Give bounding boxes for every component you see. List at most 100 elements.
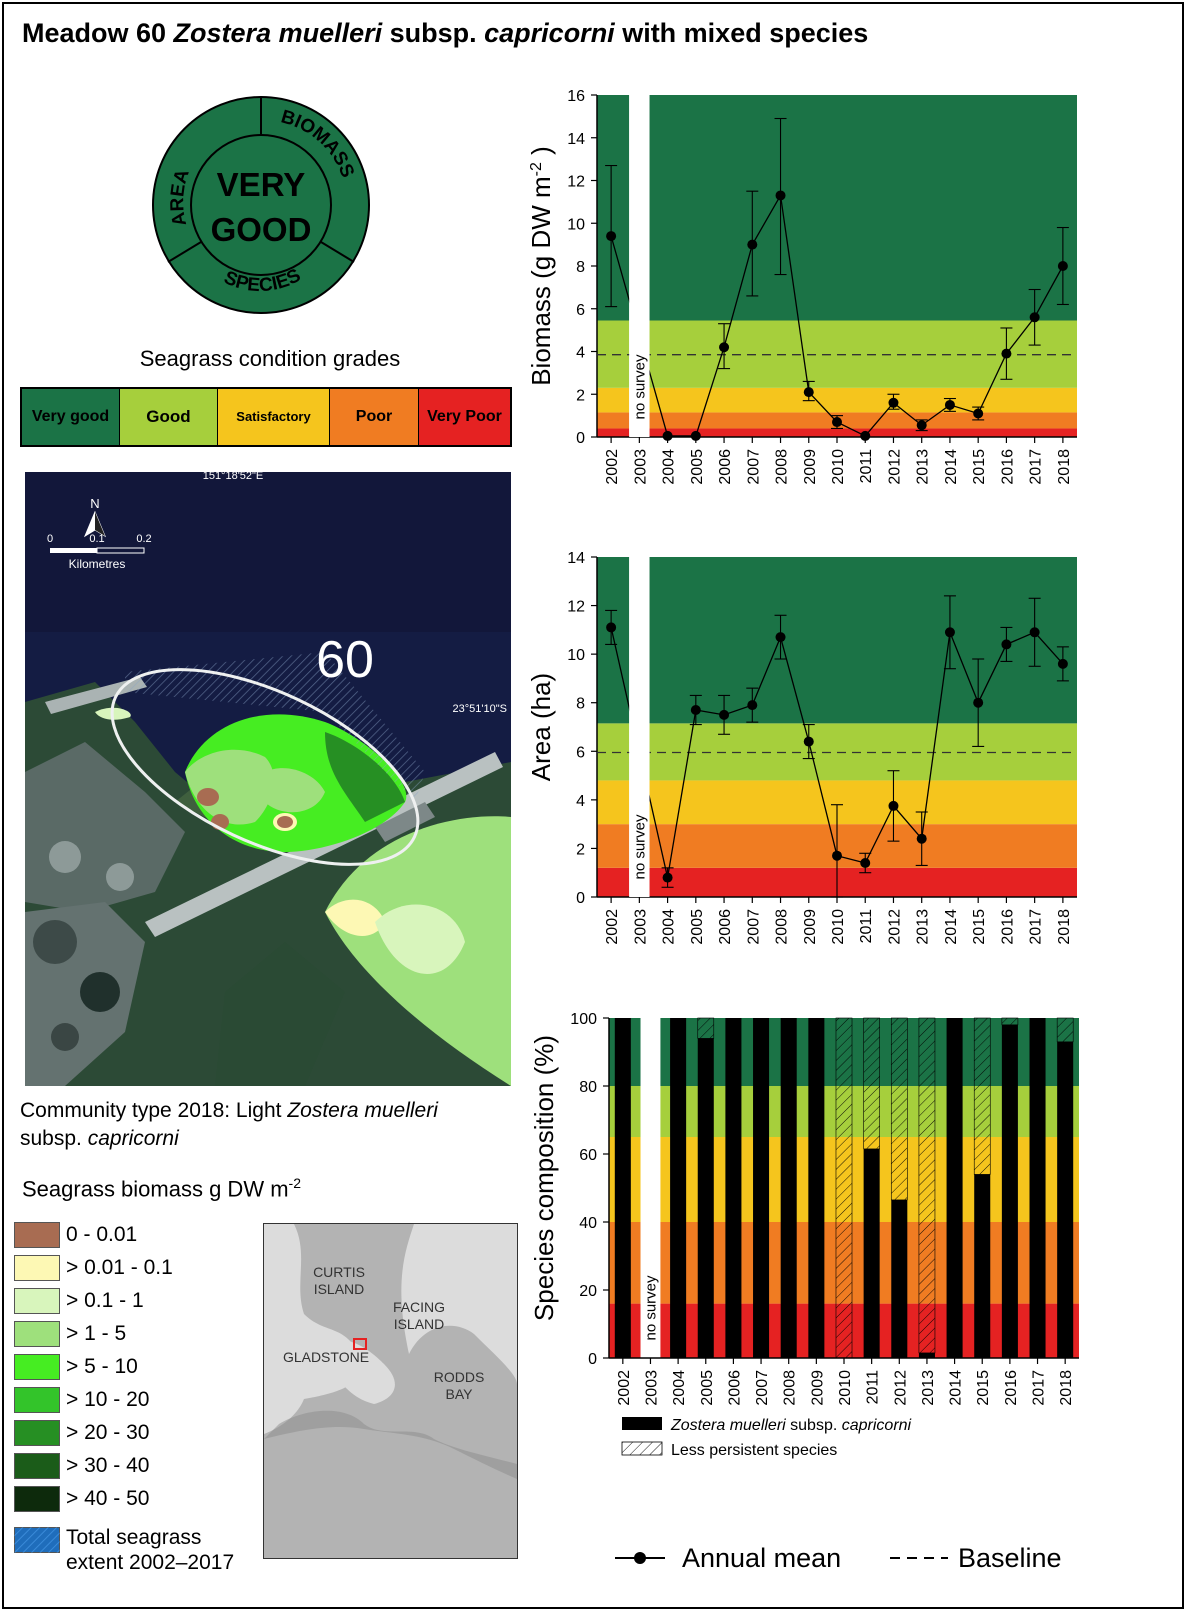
data-point (690, 430, 701, 441)
bar-less-persistent (835, 1017, 853, 1359)
data-point (606, 231, 617, 242)
y-tick-label: 10 (567, 647, 585, 664)
y-tick-label: 12 (567, 599, 585, 616)
data-point (803, 387, 814, 398)
grade-very-good: Very good (22, 389, 120, 445)
map-scale-bar: 0 0.1 0.2 Kilometres (47, 533, 152, 571)
badge-grade-line2: GOOD (211, 211, 312, 248)
data-point (888, 800, 899, 811)
x-tick-label: 2006 (717, 449, 734, 485)
inset-label-facing: FACING ISLAND (393, 1299, 445, 1332)
legend-swatch (14, 1387, 60, 1413)
bar-less-persistent (1001, 1017, 1019, 1026)
line-legend: Annual mean Baseline (615, 1543, 1062, 1573)
y-tick-label: 10 (567, 216, 585, 233)
bar-zostera (1057, 1041, 1074, 1358)
x-tick-label: 2010 (837, 1370, 854, 1406)
x-tick-label: 2010 (830, 909, 847, 945)
data-point (916, 420, 927, 431)
data-point (662, 430, 673, 441)
x-tick-label: 2014 (948, 1370, 965, 1406)
x-tick-label: 2008 (774, 909, 791, 945)
legend-swatch (14, 1420, 60, 1446)
y-tick-label: 60 (579, 1147, 597, 1164)
data-point (916, 833, 927, 844)
y-tick-label: 2 (576, 387, 585, 404)
data-point (888, 397, 899, 408)
x-tick-label: 2010 (830, 449, 847, 485)
bar-less-persistent (697, 1017, 715, 1039)
data-point (1029, 627, 1040, 638)
x-tick-label: 2002 (604, 909, 621, 945)
legend-label: > 30 - 40 (66, 1454, 150, 1477)
condition-grades-bar: Very good Good Satisfactory Poor Very Po… (20, 387, 512, 447)
legend-swatch (14, 1354, 60, 1380)
svg-text:0.1: 0.1 (89, 533, 104, 545)
legend-item-biomass: > 0.1 - 1 (14, 1287, 144, 1315)
legend-item-biomass: > 10 - 20 (14, 1386, 149, 1414)
biomass-legend-title: Seagrass biomass g DW m-2 (22, 1175, 301, 1202)
y-tick-label: 4 (576, 345, 585, 362)
y-tick-label: 14 (567, 550, 585, 567)
y-tick-label: 4 (576, 793, 585, 810)
x-tick-label: 2015 (975, 1370, 992, 1406)
x-tick-label: 2016 (999, 909, 1016, 945)
x-tick-label: 2012 (892, 1370, 909, 1406)
x-tick-label: 2012 (886, 449, 903, 485)
data-point (747, 700, 758, 711)
legend-item-biomass: > 0.01 - 0.1 (14, 1254, 173, 1282)
condition-grades-title: Seagrass condition grades (139, 346, 401, 371)
data-point (1001, 348, 1012, 359)
x-tick-label: 2009 (809, 1370, 826, 1406)
y-tick-label: 8 (576, 259, 585, 276)
x-tick-label: 2005 (689, 909, 706, 945)
annual-mean-line (610, 627, 1064, 878)
legend-item-extent: Total seagrass extent 2002–2017 (14, 1525, 234, 1577)
bar-less-persistent (918, 1017, 936, 1354)
y-tick-label: 80 (579, 1079, 597, 1096)
legend-swatch (14, 1321, 60, 1347)
x-tick-label: 2005 (699, 1370, 716, 1406)
x-tick-label: 2016 (1003, 1370, 1020, 1406)
legend-item-biomass: > 5 - 10 (14, 1353, 138, 1381)
legend-item-biomass: > 1 - 5 (14, 1320, 126, 1348)
bar-less-persistent (1056, 1017, 1074, 1043)
bar-zostera (863, 1148, 880, 1358)
data-point (1029, 312, 1040, 323)
annual-mean-marker-swatch (634, 1552, 646, 1564)
y-tick-label: 6 (576, 302, 585, 319)
x-tick-label: 2003 (632, 909, 649, 945)
x-tick-label: 2015 (971, 909, 988, 945)
x-tick-label: 2014 (943, 449, 960, 485)
data-point (606, 622, 617, 633)
no-survey-column (640, 1017, 661, 1358)
extent-hatch-swatch (14, 1527, 60, 1553)
grade-band (597, 95, 1077, 321)
inset-location-marker (353, 1338, 367, 1350)
data-point (860, 858, 871, 868)
x-tick-label: 2013 (915, 449, 932, 485)
legend-item-biomass: > 20 - 30 (14, 1419, 149, 1447)
data-point (719, 709, 730, 720)
y-tick-label: 40 (579, 1215, 597, 1232)
x-tick-label: 2003 (643, 1370, 660, 1406)
legend-swatch (14, 1453, 60, 1479)
inset-label-curtis: CURTIS ISLAND (313, 1264, 365, 1297)
no-survey-column (629, 94, 650, 437)
no-survey-label: no survey (631, 354, 648, 420)
species-composition-chart: no survey 0 20 40 60 80 100 2002 2003 2004 2005 200… (529, 1011, 1079, 1459)
y-tick-label: 12 (567, 174, 585, 191)
map-meadow-label: 60 (316, 631, 374, 689)
legend-swatch (14, 1288, 60, 1314)
data-point (944, 627, 955, 638)
legend-label: > 0.1 - 1 (66, 1289, 144, 1312)
inset-location-map: CURTIS ISLAND FACING ISLAND GLADSTONE RODD… (263, 1223, 518, 1559)
grade-poor: Poor (330, 389, 419, 445)
x-tick-label: 2016 (999, 449, 1016, 485)
y-tick-label: 6 (576, 744, 585, 761)
legend-swatch (14, 1486, 60, 1512)
bar-zostera (974, 1174, 991, 1358)
bar-zostera (808, 1018, 825, 1358)
bar-zostera (753, 1018, 770, 1358)
